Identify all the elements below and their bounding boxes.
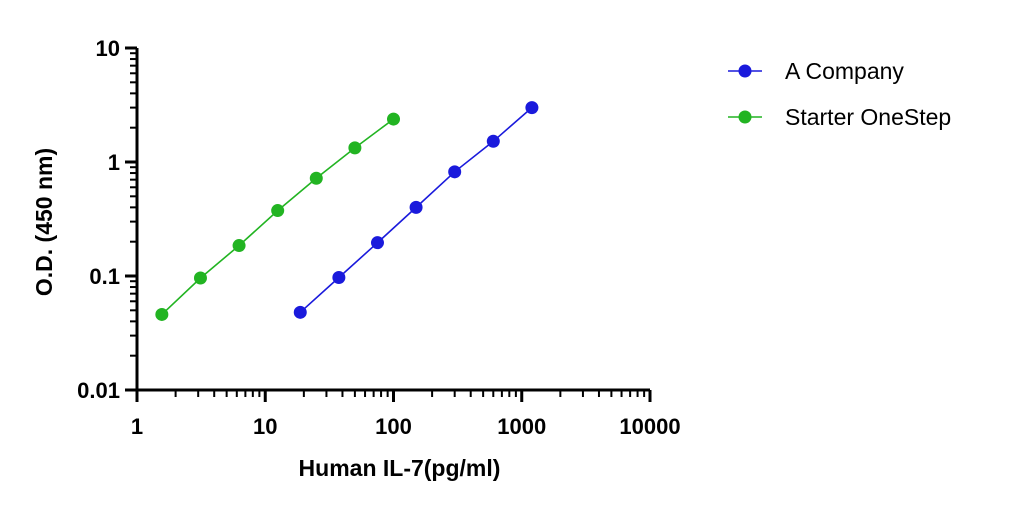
legend-item: Starter OneStep <box>728 104 951 130</box>
data-point <box>193 271 207 285</box>
data-point <box>387 112 400 126</box>
x-tick-label: 100 <box>375 414 412 439</box>
y-tick-label: 0.1 <box>89 264 120 289</box>
data-point <box>370 236 384 250</box>
x-tick-label: 1 <box>131 414 143 439</box>
data-point <box>155 307 169 321</box>
plot-area <box>155 101 539 321</box>
y-tick-label: 0.01 <box>77 378 120 403</box>
data-point <box>309 171 323 185</box>
data-point <box>409 200 423 214</box>
series-1 <box>293 101 539 319</box>
data-point <box>232 239 246 253</box>
x-tick-label: 1000 <box>497 414 546 439</box>
data-point <box>525 101 539 115</box>
data-point <box>293 305 307 319</box>
data-point <box>271 204 285 218</box>
y-tick-label: 1 <box>108 150 120 175</box>
x-tick-label: 10 <box>253 414 277 439</box>
legend-item: A Company <box>728 58 904 84</box>
legend-label: A Company <box>785 58 904 84</box>
x-axis: 1 10 100 1000 10000 <box>131 388 681 439</box>
x-axis-title: Human IL-7(pg/ml) <box>299 455 501 481</box>
legend: A Company Starter OneStep <box>728 58 951 130</box>
legend-marker <box>738 110 752 124</box>
series-2 <box>155 112 400 321</box>
y-axis: 0.01 0.1 1 10 <box>77 36 139 403</box>
y-tick-label: 10 <box>96 36 120 61</box>
data-point <box>348 141 362 155</box>
legend-marker <box>738 64 752 78</box>
data-point <box>448 165 462 179</box>
data-point <box>332 271 346 285</box>
legend-label: Starter OneStep <box>785 104 951 130</box>
data-point <box>486 134 500 148</box>
x-tick-label: 10000 <box>619 414 680 439</box>
y-axis-title: O.D. (450 nm) <box>31 148 57 296</box>
